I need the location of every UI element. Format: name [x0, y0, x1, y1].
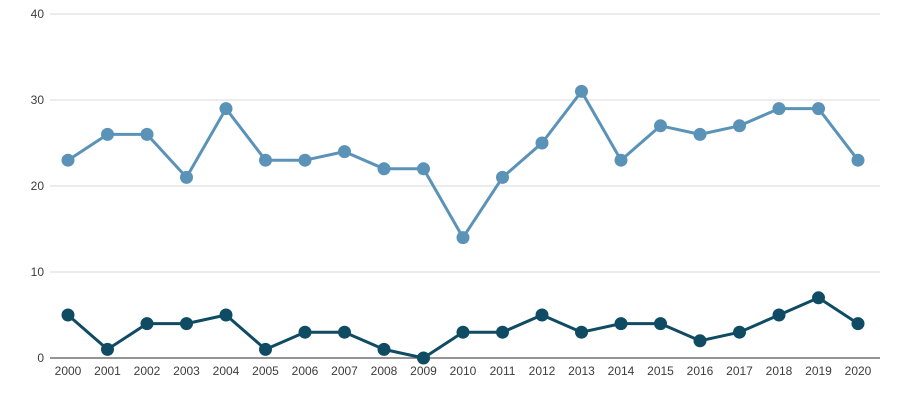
- lower-series-point: [417, 351, 430, 365]
- upper-series-point: [772, 102, 786, 116]
- lower-series-point: [535, 308, 549, 322]
- upper-series-point: [377, 162, 391, 176]
- upper-series-point: [140, 127, 154, 141]
- x-tick-label: 2014: [608, 364, 635, 378]
- lower-series-point: [733, 325, 746, 339]
- x-tick-label: 2013: [568, 364, 595, 378]
- upper-series-point: [693, 127, 707, 141]
- upper-series-point: [417, 162, 430, 176]
- x-tick-label: 2009: [410, 364, 437, 378]
- lower-series-point: [140, 317, 154, 331]
- upper-series-point: [733, 119, 746, 133]
- lower-series-point: [496, 325, 509, 339]
- x-tick-label: 2004: [213, 364, 240, 378]
- upper-series-point: [812, 102, 825, 116]
- upper-series-point: [338, 145, 351, 159]
- lower-series-point: [61, 308, 75, 322]
- x-tick-label: 2007: [331, 364, 358, 378]
- lower-series-point: [851, 317, 865, 331]
- x-tick-label: 2002: [134, 364, 161, 378]
- lower-series-point: [614, 317, 628, 331]
- lower-series-point: [338, 325, 351, 339]
- lower-series-point: [812, 291, 825, 305]
- x-tick-label: 2019: [805, 364, 832, 378]
- lower-series-point: [101, 342, 114, 356]
- lower-series-point: [654, 317, 667, 331]
- x-tick-label: 2005: [252, 364, 279, 378]
- x-tick-label: 2000: [55, 364, 82, 378]
- upper-series-point: [180, 170, 193, 184]
- x-tick-label: 2006: [292, 364, 319, 378]
- x-tick-label: 2017: [726, 364, 753, 378]
- x-tick-label: 2003: [173, 364, 200, 378]
- y-tick-label: 30: [31, 93, 45, 107]
- upper-series-point: [101, 127, 114, 141]
- lower-series-point: [377, 342, 391, 356]
- lower-series-point: [180, 317, 193, 331]
- upper-series-point: [219, 102, 233, 116]
- x-tick-label: 2008: [371, 364, 398, 378]
- upper-series-point: [61, 153, 75, 167]
- y-tick-label: 40: [31, 7, 45, 21]
- x-tick-label: 2010: [450, 364, 477, 378]
- upper-series-point: [851, 153, 865, 167]
- lower-series-point: [456, 325, 470, 339]
- upper-series-point: [575, 84, 588, 98]
- lower-series-point: [219, 308, 233, 322]
- upper-series-point: [535, 136, 549, 150]
- x-tick-label: 2020: [845, 364, 872, 378]
- x-tick-label: 2018: [766, 364, 793, 378]
- y-tick-label: 20: [31, 179, 45, 193]
- x-tick-label: 2015: [647, 364, 674, 378]
- upper-series-point: [456, 231, 470, 245]
- upper-series-point: [614, 153, 628, 167]
- y-tick-label: 0: [37, 351, 44, 365]
- x-tick-label: 2016: [687, 364, 714, 378]
- lower-series-point: [772, 308, 786, 322]
- upper-series-point: [259, 153, 272, 167]
- upper-series-line: [66, 89, 860, 240]
- x-tick-label: 2011: [490, 364, 516, 378]
- upper-series-point: [496, 170, 509, 184]
- lower-series-point: [298, 325, 312, 339]
- lower-series-point: [575, 325, 588, 339]
- upper-series-point: [654, 119, 667, 133]
- lower-series-point: [259, 342, 272, 356]
- upper-series-point: [298, 153, 312, 167]
- y-tick-label: 10: [31, 265, 45, 279]
- lower-series-point: [693, 334, 707, 348]
- x-tick-label: 2001: [94, 364, 121, 378]
- x-tick-label: 2012: [529, 364, 556, 378]
